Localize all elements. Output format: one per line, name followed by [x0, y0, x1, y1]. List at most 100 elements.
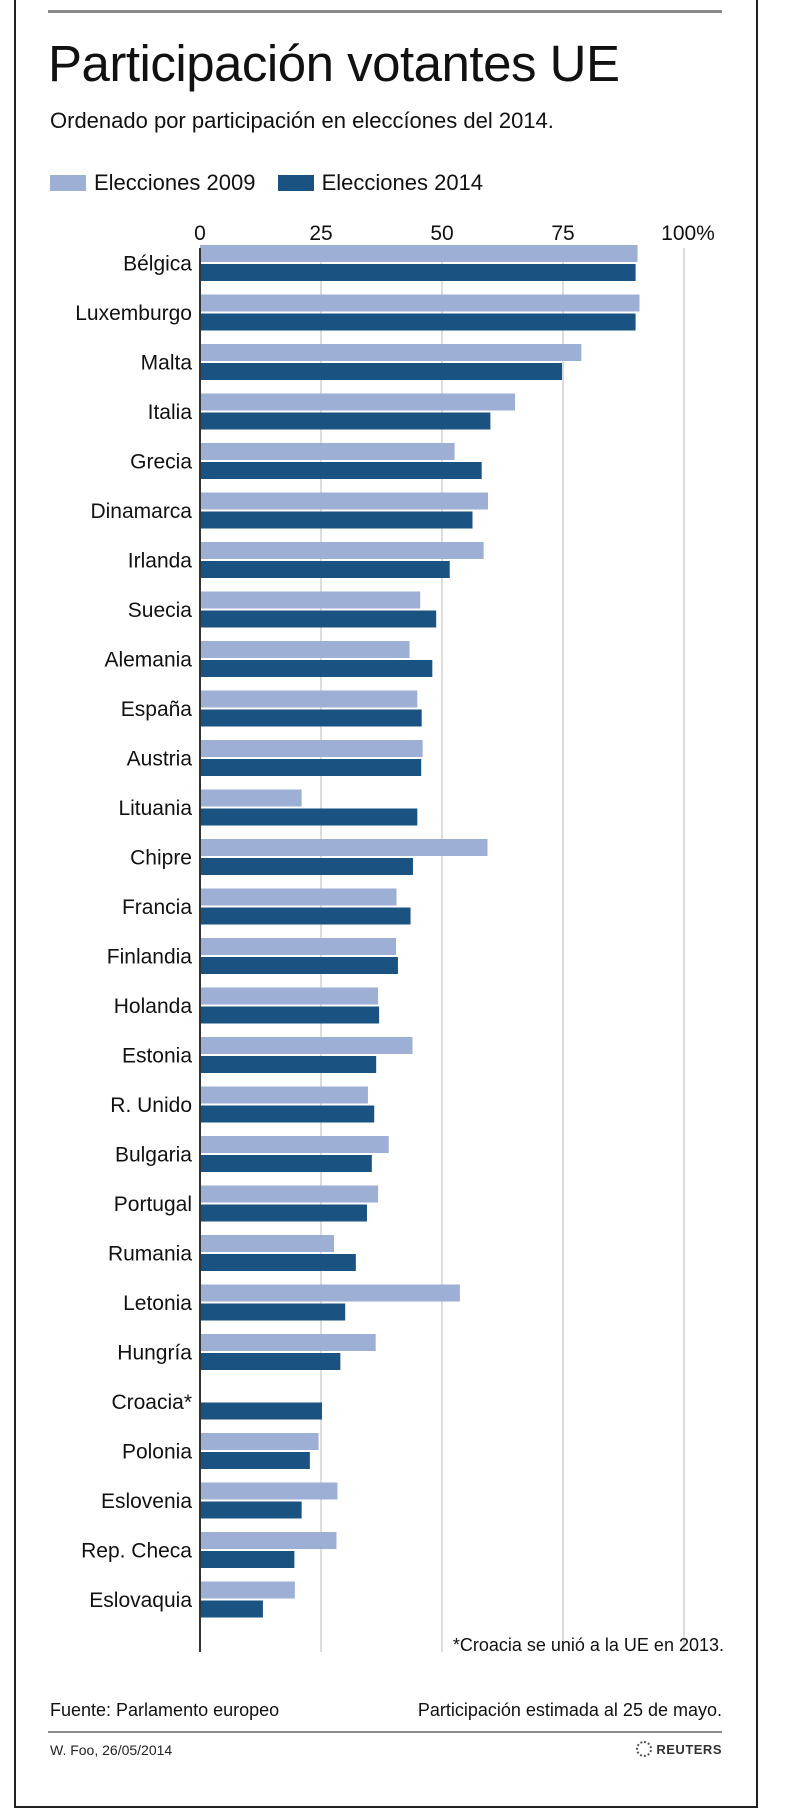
bar-2009 — [200, 789, 302, 807]
category-label: Letonia — [123, 1292, 192, 1315]
bar-2014 — [200, 412, 491, 430]
bar-2014 — [200, 1006, 380, 1024]
bottom-rule — [48, 1731, 722, 1733]
bar-2009 — [200, 1086, 368, 1104]
category-label: Eslovenia — [101, 1490, 192, 1513]
category-label: Estonia — [122, 1045, 192, 1068]
top-rule — [48, 10, 722, 13]
legend-label-2009: Elecciones 2009 — [94, 170, 256, 195]
category-label: Suecia — [128, 599, 193, 622]
bar-2009 — [200, 492, 488, 510]
category-label: Francia — [122, 896, 192, 919]
reuters-logo-icon — [636, 1741, 653, 1757]
croatia-footnote: *Croacia se unió a la UE en 2013. — [452, 1635, 724, 1655]
category-label: Bulgaria — [115, 1144, 192, 1167]
category-label: Finlandia — [107, 946, 193, 969]
bar-2014 — [200, 808, 418, 826]
bar-2014 — [200, 1303, 346, 1321]
bar-2009 — [200, 1037, 413, 1054]
category-label: Lituania — [118, 797, 192, 820]
legend-swatch-2014 — [277, 175, 314, 191]
bar-2009 — [200, 591, 421, 609]
legend-label-2014: Elecciones 2014 — [321, 170, 484, 195]
bar-2009 — [200, 393, 516, 411]
category-label: Rep. Checa — [81, 1540, 192, 1563]
bar-2014 — [200, 1204, 367, 1222]
category-label: Malta — [141, 352, 193, 375]
category-label: Portugal — [114, 1193, 192, 1216]
bar-2014 — [200, 264, 636, 281]
category-label: Luxemburgo — [75, 302, 192, 325]
source-note: Fuente: Parlamento europeo — [50, 1700, 280, 1720]
bar-2009 — [200, 690, 418, 708]
bar-2009 — [200, 245, 638, 262]
bar-2009 — [200, 938, 397, 955]
category-label: Italia — [148, 401, 193, 424]
bar-2014 — [200, 858, 413, 875]
category-label: Croacia* — [111, 1391, 192, 1414]
bar-2009 — [200, 1136, 389, 1153]
bar-2014 — [200, 1353, 341, 1370]
bar-2009 — [200, 740, 423, 757]
category-label: Austria — [127, 748, 193, 771]
bar-2014 — [200, 1452, 310, 1469]
page-subtitle: Ordenado por participación en eleccíones… — [50, 108, 554, 133]
bar-2009 — [200, 443, 455, 460]
bar-2014 — [200, 1056, 377, 1073]
category-label: Irlanda — [128, 550, 193, 573]
legend-item-2014: Elecciones 2014 — [277, 170, 484, 196]
bar-2014 — [200, 709, 422, 727]
x-tick-label: 25 — [309, 222, 332, 245]
bar-2009 — [200, 987, 379, 1005]
category-label: Eslovaquia — [89, 1589, 192, 1612]
category-label: Rumania — [108, 1243, 192, 1266]
category-label: España — [121, 698, 193, 721]
category-label: Polonia — [122, 1441, 192, 1464]
bar-2009 — [200, 1581, 295, 1599]
graphic-frame — [14, 0, 758, 1808]
author-credit: W. Foo, 26/05/2014 — [50, 1742, 173, 1758]
bar-2014 — [200, 1402, 322, 1420]
bar-2009 — [200, 1284, 460, 1302]
bar-2009 — [200, 1532, 337, 1549]
bar-2009 — [200, 1433, 319, 1450]
x-tick-label: 0 — [194, 222, 206, 245]
x-tick-label: 50 — [430, 222, 453, 245]
category-label: Chipre — [130, 847, 192, 870]
bar-2009 — [200, 1482, 338, 1500]
bar-2009 — [200, 641, 410, 658]
bar-2009 — [200, 542, 484, 559]
bar-2009 — [200, 888, 397, 906]
bar-2009 — [200, 839, 488, 856]
bar-2014 — [200, 759, 422, 776]
legend-swatch-2009 — [50, 175, 86, 191]
category-label: Grecia — [130, 451, 192, 474]
bar-2014 — [200, 363, 563, 380]
bar-2014 — [200, 511, 473, 529]
bar-2014 — [200, 1501, 302, 1519]
bar-2009 — [200, 1235, 335, 1252]
category-label: Alemania — [104, 649, 192, 672]
estimate-note: Participación estimada al 25 de mayo. — [417, 1700, 722, 1720]
legend-item-2009: Elecciones 2009 — [50, 170, 255, 196]
bar-2014 — [200, 1551, 295, 1568]
bar-2014 — [200, 462, 482, 479]
bar-2014 — [200, 957, 398, 974]
bar-2009 — [200, 344, 582, 361]
category-label: Holanda — [114, 995, 193, 1018]
bar-2014 — [200, 1105, 375, 1123]
bar-2009 — [200, 1185, 379, 1203]
category-label: R. Unido — [110, 1094, 192, 1117]
category-label: Hungría — [117, 1342, 192, 1365]
page-title: Participación votantes UE — [48, 35, 620, 92]
reuters-logo-text: REUTERS — [656, 1741, 722, 1757]
category-label: Bélgica — [123, 253, 192, 276]
reuters-logo: REUTERS — [636, 1741, 722, 1757]
bar-2014 — [200, 610, 437, 628]
bar-2014 — [200, 1600, 263, 1618]
bar-2014 — [200, 1254, 356, 1271]
bar-2014 — [200, 561, 450, 578]
x-tick-label: 100% — [661, 222, 715, 245]
bar-2009 — [200, 1334, 376, 1351]
